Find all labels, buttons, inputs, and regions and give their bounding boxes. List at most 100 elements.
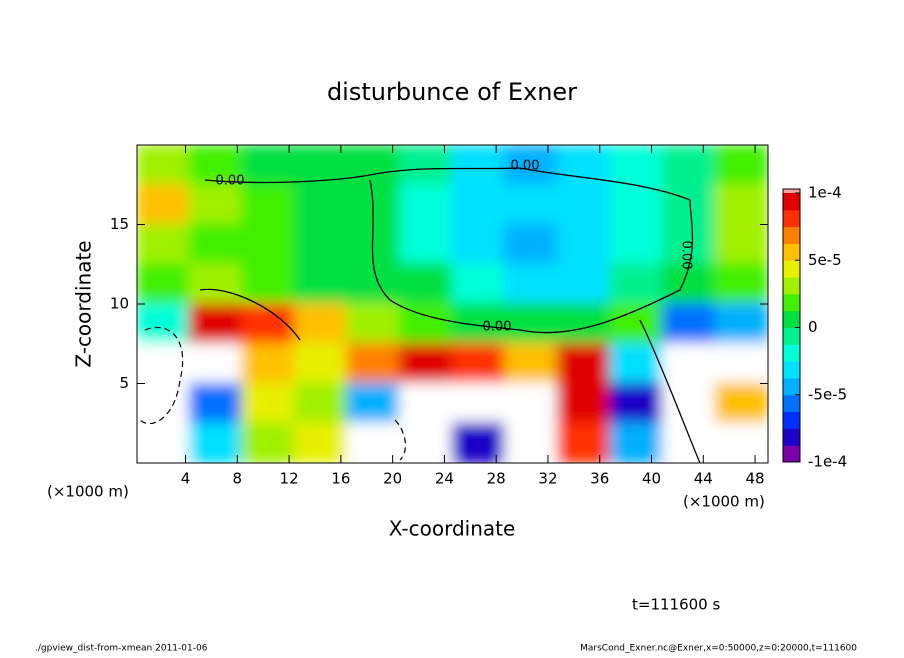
field-cell (188, 145, 244, 186)
field-cell (504, 303, 559, 345)
x-unit-label: (×1000 m) (683, 493, 765, 511)
field-cell (188, 342, 244, 385)
field-cell (609, 382, 664, 425)
field-cell (451, 145, 507, 186)
field-cell (504, 422, 559, 463)
field-cell (398, 342, 454, 385)
field-cell (609, 303, 664, 345)
y-tick-label: 10 (110, 295, 129, 313)
field-cell (714, 422, 768, 463)
field-cell (137, 303, 191, 345)
x-tick-label: 32 (538, 470, 557, 488)
field-cell (241, 342, 296, 385)
field-cell (137, 223, 191, 266)
field-cell (451, 183, 507, 226)
field-cell (661, 263, 717, 305)
field-cell (451, 342, 507, 385)
field-cell (346, 422, 401, 463)
field-cell (556, 263, 612, 305)
x-tick-label: 20 (383, 470, 402, 488)
colorbar-band (783, 445, 800, 463)
colorbar-band (783, 260, 800, 278)
x-unit-label: (×1000 m) (47, 483, 129, 501)
x-tick-label: 48 (746, 470, 765, 488)
colorbar-frame (782, 188, 801, 463)
field-cell (609, 223, 664, 266)
field-cell (714, 342, 768, 385)
field-cell (451, 263, 507, 305)
y-tick-label: 15 (110, 215, 129, 233)
field-cell (451, 422, 507, 463)
x-tick-label: 24 (435, 470, 454, 488)
zero-contour (199, 167, 701, 463)
colorbar-band (783, 411, 800, 429)
field-cell (346, 382, 401, 425)
field-cell (137, 145, 191, 186)
colorbar-band (783, 243, 800, 261)
colorbar-band (783, 361, 800, 379)
field-cell (188, 223, 244, 266)
field-cell (188, 263, 244, 305)
field-cell (293, 422, 349, 463)
field-cell (504, 382, 559, 425)
colorbar-tick-label: 1e-4 (808, 184, 842, 202)
contour-label: 0.00 (511, 159, 540, 174)
field-cell (241, 223, 296, 266)
x-tick-label: 12 (280, 470, 299, 488)
field-cell (137, 342, 191, 385)
field-cell (714, 263, 768, 305)
x-tick-label: 36 (590, 470, 609, 488)
field-cell (293, 223, 349, 266)
colorbar-band (783, 310, 800, 328)
contour-label: 0.00 (679, 241, 694, 270)
field-cell (293, 303, 349, 345)
colorbar-band (783, 394, 800, 413)
field-cell (398, 183, 454, 226)
colorbar-band (783, 327, 800, 345)
colorbar-band (783, 226, 800, 244)
x-tick-label: 16 (331, 470, 350, 488)
field-cell (188, 422, 244, 463)
field-cell (714, 303, 768, 345)
field-cell (451, 382, 507, 425)
cells (137, 145, 768, 463)
colorbar-band (783, 377, 800, 396)
colorbar-band (783, 277, 800, 295)
field-cell (609, 342, 664, 385)
colorbar-tick-label: -1e-4 (808, 453, 847, 471)
field-cell (714, 145, 768, 186)
field-cell (504, 223, 559, 266)
field-cell (609, 422, 664, 463)
field-cell (346, 342, 401, 385)
field-cell (504, 145, 559, 186)
colorbar-tick-label: 0 (808, 318, 818, 336)
field-cell (137, 422, 191, 463)
colorbar-band (783, 293, 800, 312)
field-cell (504, 183, 559, 226)
field-cell (714, 223, 768, 266)
field-cell (346, 145, 401, 186)
field-cell (609, 183, 664, 226)
field-cell (241, 183, 296, 226)
field-cell (137, 263, 191, 305)
field-cell (504, 263, 559, 305)
field-cell (293, 263, 349, 305)
colorbar-tick-label: -5e-5 (808, 385, 847, 403)
field-cell (241, 422, 296, 463)
field-cell (661, 183, 717, 226)
field-cell (241, 382, 296, 425)
field-cell (661, 342, 717, 385)
field-cell (451, 303, 507, 345)
field-cell (714, 382, 768, 425)
field-cell (556, 303, 612, 345)
field-cell (661, 303, 717, 345)
field-cell (293, 382, 349, 425)
colorbar-band (783, 344, 800, 362)
x-tick-label: 44 (694, 470, 713, 488)
field-cell (504, 342, 559, 385)
x-axis-label: X-coordinate (389, 517, 516, 541)
field-cell (661, 422, 717, 463)
x-tick-label: 28 (487, 470, 506, 488)
time-label: t=111600 s (632, 596, 720, 614)
